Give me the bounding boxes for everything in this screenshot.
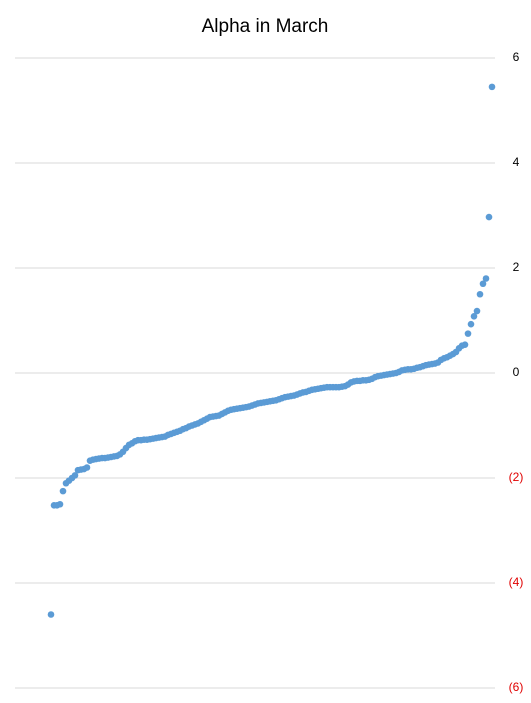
point	[479, 280, 487, 288]
point	[83, 464, 91, 471]
y-tick-label: 4	[513, 155, 520, 169]
point	[461, 341, 469, 348]
point	[47, 611, 55, 618]
point	[482, 275, 490, 282]
point	[464, 330, 472, 337]
point	[56, 500, 64, 508]
y-tick-label: 2	[513, 260, 520, 274]
y-tick-label: (6)	[509, 680, 524, 694]
point	[485, 213, 493, 221]
point	[470, 313, 478, 320]
y-tick-label: 0	[513, 365, 520, 379]
point	[473, 307, 481, 315]
y-tick-label: 6	[513, 50, 520, 64]
point	[488, 83, 496, 91]
point	[71, 472, 79, 479]
chart-title: Alpha in March	[202, 16, 329, 37]
y-tick-label: (4)	[509, 575, 524, 589]
point	[59, 487, 67, 495]
point	[467, 320, 475, 328]
y-tick-label: (2)	[509, 470, 524, 484]
point	[476, 290, 484, 298]
